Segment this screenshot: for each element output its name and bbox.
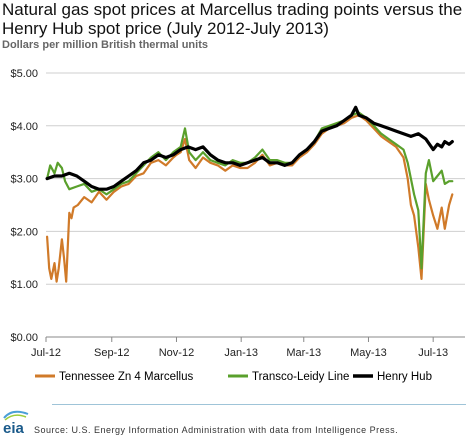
footer: eia Source: U.S. Energy Information Admi… (0, 398, 468, 445)
chart-title: Natural gas spot prices at Marcellus tra… (2, 0, 463, 38)
y-tick-label: $1.00 (10, 279, 38, 291)
y-axis-ticks: $0.00 $1.00 $2.00 $3.00 $4.00 $5.00 (10, 68, 38, 344)
footer-divider (52, 404, 466, 405)
legend: Tennessee Zn 4 Marcellus Transco-Leidy Li… (35, 371, 432, 383)
x-tick-label: Jan-13 (224, 347, 258, 359)
logo-text: eia (3, 420, 25, 436)
source-note: Source: U.S. Energy Information Administ… (34, 425, 399, 435)
series-line-1 (45, 114, 454, 283)
y-tick-label: $0.00 (10, 332, 38, 344)
eia-logo: eia (3, 410, 29, 436)
x-tick-label: Mar-13 (286, 347, 321, 359)
line-chart: $0.00 $1.00 $2.00 $3.00 $4.00 $5.00 Jul-12 Sep… (10, 68, 465, 383)
y-tick-label: $3.00 (10, 174, 38, 186)
y-tick-label: $4.00 (10, 121, 38, 133)
y-tick-label: $2.00 (10, 226, 38, 238)
legend-label: Henry Hub (377, 371, 432, 383)
series-lines (45, 105, 454, 283)
legend-label: Transco-Leidy Line (252, 371, 349, 383)
gridlines (46, 72, 465, 285)
series-line-3 (45, 105, 454, 191)
x-tick-label: Nov-12 (159, 347, 194, 359)
x-tick-label: Jul-12 (31, 347, 61, 359)
x-tick-label: Sep-12 (94, 347, 129, 359)
y-tick-label: $5.00 (10, 68, 38, 80)
series-line-2 (45, 111, 454, 270)
x-tick-label: May-13 (350, 347, 387, 359)
chart-subtitle: Dollars per million British thermal unit… (2, 39, 208, 51)
x-tick-label: Jul-13 (418, 347, 448, 359)
x-axis-ticks: Jul-12 Sep-12 Nov-12 Jan-13 Mar-13 May-13 Jul-… (31, 337, 448, 359)
legend-label: Tennessee Zn 4 Marcellus (59, 371, 193, 383)
